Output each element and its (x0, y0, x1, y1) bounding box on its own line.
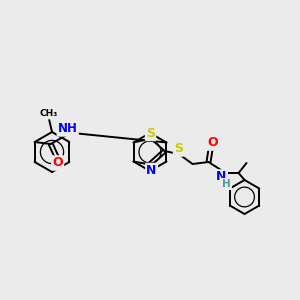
Text: H: H (222, 179, 231, 189)
Text: S: S (174, 142, 183, 155)
Text: N: N (146, 164, 157, 177)
Text: CH₃: CH₃ (40, 110, 58, 118)
Text: S: S (146, 127, 155, 140)
Text: NH: NH (58, 122, 78, 136)
Text: O: O (52, 157, 63, 169)
Text: O: O (207, 136, 218, 149)
Text: N: N (216, 170, 227, 184)
